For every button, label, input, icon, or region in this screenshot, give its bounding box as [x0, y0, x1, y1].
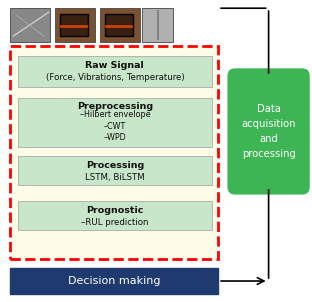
FancyBboxPatch shape: [55, 8, 95, 42]
FancyBboxPatch shape: [18, 156, 212, 185]
Text: Processing: Processing: [86, 161, 144, 170]
FancyBboxPatch shape: [18, 98, 212, 147]
FancyBboxPatch shape: [10, 46, 218, 259]
Text: (Force, Vibrations, Temperature): (Force, Vibrations, Temperature): [46, 73, 184, 82]
FancyBboxPatch shape: [18, 201, 212, 230]
FancyBboxPatch shape: [227, 68, 310, 194]
Text: –Hilbert envelope
–CWT
–WPD: –Hilbert envelope –CWT –WPD: [80, 111, 150, 142]
FancyBboxPatch shape: [100, 8, 140, 42]
FancyBboxPatch shape: [10, 8, 51, 42]
Text: LSTM, BiLSTM: LSTM, BiLSTM: [85, 173, 145, 182]
Text: Preprocessing: Preprocessing: [77, 101, 153, 111]
Text: –RUL prediction: –RUL prediction: [81, 218, 149, 227]
FancyBboxPatch shape: [60, 14, 88, 36]
Text: Raw Signal: Raw Signal: [85, 61, 144, 70]
Text: Prognostic: Prognostic: [86, 206, 144, 215]
FancyBboxPatch shape: [142, 8, 173, 42]
FancyBboxPatch shape: [10, 268, 218, 294]
FancyBboxPatch shape: [18, 56, 212, 87]
Text: Decision making: Decision making: [68, 276, 160, 286]
Text: Data
acquisition
and
processing: Data acquisition and processing: [241, 104, 296, 159]
FancyBboxPatch shape: [105, 14, 133, 36]
